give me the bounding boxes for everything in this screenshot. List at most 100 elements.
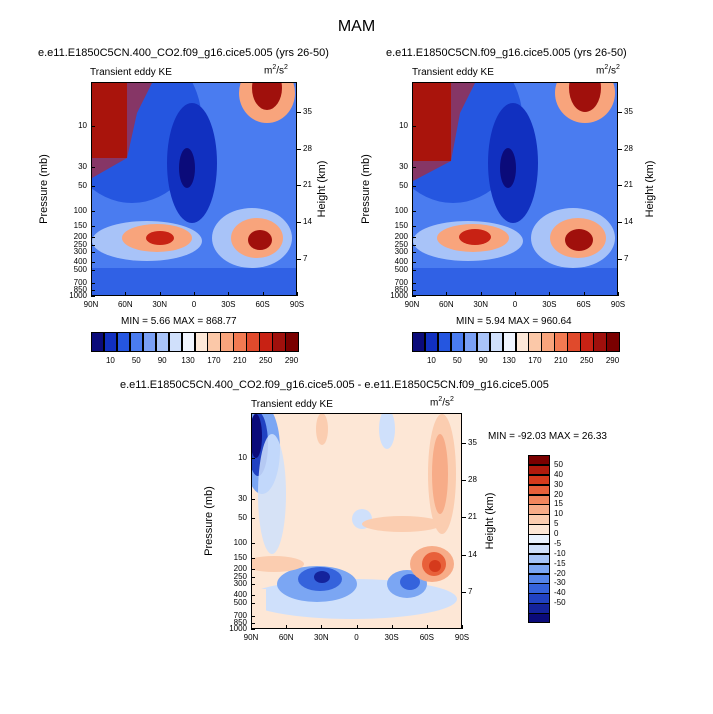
panel3-xtick-mark: [426, 625, 428, 629]
panel1-xtick-mark: [159, 292, 161, 296]
panel3-ytick-right-label: 21: [468, 512, 477, 522]
colorbar3-label: 50: [554, 459, 563, 469]
panel2-ytick-right-label: 35: [624, 106, 633, 116]
panel1-xtick-mark: [228, 292, 230, 296]
colorbar2-swatch: [476, 332, 491, 352]
panel2-ytick-right-label: 7: [624, 254, 629, 264]
panel1-ytick-label: 500: [73, 265, 87, 275]
panel2-ytick-right-mark: [618, 185, 622, 187]
panel1-ytick-right-mark: [297, 222, 301, 224]
panel3-ytick-right-label: 14: [468, 549, 477, 559]
colorbar2-swatch: [463, 332, 478, 352]
colorbar3-swatch: [528, 553, 550, 565]
panel2-ytick-label: 10: [399, 121, 408, 131]
panel3-xtick-mark: [391, 625, 393, 629]
colorbar2-label: 250: [579, 356, 594, 365]
panel3-ytick-mark: [251, 603, 255, 605]
colorbar3-swatch: [528, 563, 550, 575]
panel1-xtick-label: 90S: [289, 300, 305, 309]
panel2-ytick-label: 1000: [390, 291, 408, 300]
panel1-ytick-right-mark: [297, 259, 301, 261]
panel2-xtick-mark: [549, 292, 551, 296]
colorbar2-swatch: [606, 332, 620, 352]
panel3-ylabel-right: Height (km): [484, 492, 496, 550]
colorbar3-label: -50: [554, 598, 566, 608]
colorbar1-swatch: [246, 332, 260, 352]
colorbar2-swatch: [502, 332, 516, 352]
colorbar1-label: 290: [284, 356, 299, 365]
colorbar2-label: 50: [452, 356, 462, 365]
panel2-stats: MIN = 5.94 MAX = 960.64: [456, 316, 572, 327]
panel2-ytick-mark: [412, 282, 416, 284]
colorbar1-swatch: [103, 332, 118, 352]
panel2-ytick-mark: [412, 126, 416, 128]
panel1-ytick-mark: [91, 185, 95, 187]
colorbar2-swatch: [554, 332, 568, 352]
colorbar1-swatch: [259, 332, 273, 352]
panel1-ytick-label: 100: [73, 206, 87, 216]
panel3-plot: [251, 413, 462, 629]
colorbar1-label: 210: [233, 356, 247, 365]
panel2-ytick-label: 30: [399, 161, 408, 171]
colorbar3-label: 30: [554, 479, 563, 489]
panel3-ytick-mark: [251, 584, 255, 586]
panel1-xtick-mark: [125, 292, 127, 296]
panel1-ytick-label: 10: [78, 121, 87, 131]
panel2-title: e.e11.E1850C5CN.f09_g16.cice5.005 (yrs 2…: [386, 47, 627, 59]
panel1-ytick-mark: [91, 126, 95, 128]
colorbar1-swatch: [91, 332, 105, 352]
colorbar1-label: 90: [157, 356, 167, 365]
panel1-ytick-mark: [91, 211, 95, 213]
panel3-ytick-mark: [251, 517, 255, 519]
colorbar1-swatch: [285, 332, 299, 352]
panel3-xtick-label: 0: [354, 633, 359, 642]
colorbar3-swatch: [528, 543, 550, 555]
colorbar3-swatch: [528, 534, 550, 545]
colorbar1-swatch: [207, 332, 221, 352]
panel2-xtick-mark: [583, 292, 585, 296]
panel3-ytick-right-mark: [462, 591, 466, 593]
panel1-stats: MIN = 5.66 MAX = 868.77: [121, 316, 237, 327]
colorbar3-swatch: [528, 455, 550, 466]
panel3-xtick-label: 60N: [278, 633, 294, 642]
panel3-xtick-mark: [321, 625, 323, 629]
panel2-ytick-label: 50: [399, 180, 408, 190]
panel1-ytick-right-label: 28: [303, 143, 312, 153]
panel3-ytick-label: 10: [238, 452, 247, 462]
panel3-ytick-label: 700: [233, 610, 247, 620]
panel3-ytick-mark: [251, 569, 255, 571]
panel2-ytick-label: 500: [394, 265, 408, 275]
colorbar1-swatch: [220, 332, 234, 352]
panel3-ytick-mark: [251, 543, 255, 545]
panel1-ytick-label: 850: [73, 285, 87, 294]
colorbar3-label: -15: [554, 558, 566, 568]
panel2-ytick-right-label: 28: [624, 143, 633, 153]
panel3-ytick-right-mark: [462, 480, 466, 482]
colorbar2-swatch: [412, 332, 426, 352]
panel2-xtick-mark: [412, 292, 413, 296]
panel3-ytick-label: 300: [233, 579, 247, 589]
panel1-xtick-label: 30N: [152, 300, 167, 309]
colorbar3-label: 0: [554, 529, 559, 539]
panel3-ytick-label: 200: [233, 564, 247, 574]
panel2-ytick-label: 400: [394, 257, 408, 267]
colorbar1-label: 130: [181, 356, 195, 365]
panel3-ytick-mark: [251, 594, 255, 596]
panel1-title: e.e11.E1850C5CN.400_CO2.f09_g16.cice5.00…: [38, 47, 329, 59]
colorbar3-swatch: [528, 524, 550, 535]
panel3-ytick-label: 400: [233, 589, 247, 599]
panel3-ytick-label: 500: [233, 598, 247, 608]
panel2-ylabel-right: Height (km): [644, 160, 656, 218]
panel1-xtick-label: 90N: [83, 300, 99, 309]
panel2-ytick-mark: [412, 262, 416, 264]
panel2-xtick-mark: [515, 292, 516, 296]
colorbar2-swatch: [580, 332, 594, 352]
colorbar2-label: 290: [605, 356, 620, 365]
panel2-ytick-right-mark: [618, 222, 622, 224]
colorbar2-swatch: [450, 332, 465, 352]
colorbar3-swatch: [528, 474, 550, 486]
panel3-ytick-right-mark: [462, 517, 466, 519]
panel3-ytick-right-label: 7: [468, 586, 473, 596]
colorbar3-swatch: [528, 583, 550, 594]
panel3-xtick-label: 30S: [384, 633, 399, 642]
